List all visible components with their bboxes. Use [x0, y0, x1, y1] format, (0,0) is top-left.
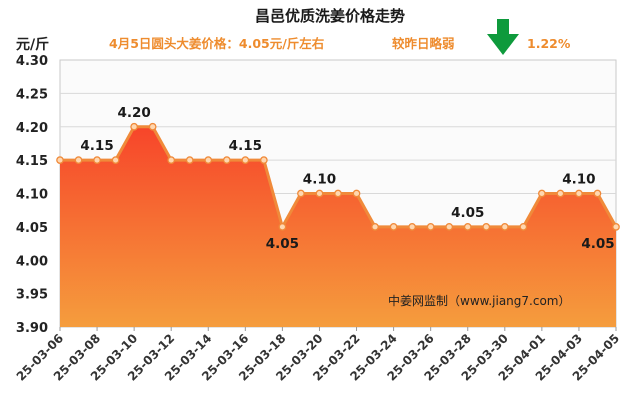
x-axis-ticks: 25-03-0625-03-0825-03-1025-03-1225-03-14…: [14, 327, 622, 384]
data-point: [334, 189, 342, 198]
watermark: 中姜网监制（www.jiang7.com）: [388, 293, 570, 308]
y-tick-label: 4.10: [16, 188, 48, 203]
data-point: [389, 223, 398, 231]
y-tick-label: 4.25: [16, 87, 48, 102]
data-label: 4.05: [581, 236, 614, 252]
y-tick-label: 4.20: [16, 121, 48, 136]
change-text: 较昨日略弱: [392, 36, 455, 51]
data-point: [538, 189, 546, 198]
y-tick-label: 4.30: [16, 54, 48, 69]
data-point: [500, 223, 509, 231]
data-point: [111, 156, 120, 164]
data-point: [612, 223, 620, 231]
data-point: [352, 189, 361, 198]
change-percent: 1.22%: [527, 36, 571, 51]
data-label: 4.10: [562, 172, 595, 188]
data-point: [482, 223, 491, 231]
data-label: 4.20: [117, 105, 150, 121]
data-label: 4.15: [80, 138, 113, 154]
data-point: [241, 156, 250, 164]
data-label: 4.05: [266, 236, 299, 252]
data-point: [93, 156, 101, 164]
area-fill: [60, 126, 616, 327]
data-point: [408, 223, 416, 231]
data-markers: [56, 122, 620, 231]
y-tick-label: 4.05: [16, 221, 48, 236]
y-axis-unit-label: 元/斤: [16, 36, 49, 53]
data-point: [519, 223, 528, 231]
y-tick-label: 4.00: [16, 254, 48, 269]
data-point: [260, 156, 268, 164]
chart-subtitle: 4月5日圆头大姜价格：4.05元/斤左右: [109, 36, 324, 51]
data-point: [593, 189, 602, 198]
data-labels: 4.15 4.20 4.15 4.05 4.10 4.05 4.10 4.05: [80, 105, 614, 252]
data-point: [56, 156, 64, 164]
data-point: [463, 223, 472, 231]
data-point: [426, 223, 435, 231]
data-point: [185, 156, 194, 164]
data-point: [222, 156, 231, 164]
data-label: 4.15: [229, 138, 262, 154]
data-point: [445, 223, 454, 231]
data-point: [148, 122, 157, 131]
data-point: [130, 122, 138, 131]
y-axis-ticks: 3.90 3.95 4.00 4.05 4.10 4.15 4.20 4.25 4.30: [16, 54, 48, 336]
area-path: [60, 126, 616, 327]
data-point: [575, 189, 583, 198]
data-point: [371, 223, 379, 231]
data-point: [74, 156, 83, 164]
data-label: 4.05: [451, 205, 484, 221]
data-point: [278, 223, 287, 231]
data-point: [204, 156, 213, 164]
y-tick-label: 3.90: [16, 321, 48, 336]
data-point: [297, 189, 305, 198]
chart-title: 昌邑优质洗姜价格走势: [255, 7, 405, 25]
data-point: [315, 189, 324, 198]
y-tick-label: 3.95: [16, 288, 48, 303]
data-point: [556, 189, 565, 198]
y-tick-label: 4.15: [16, 154, 48, 169]
data-label: 4.10: [303, 172, 336, 188]
down-arrow-icon: [487, 19, 519, 55]
data-point: [167, 156, 176, 164]
